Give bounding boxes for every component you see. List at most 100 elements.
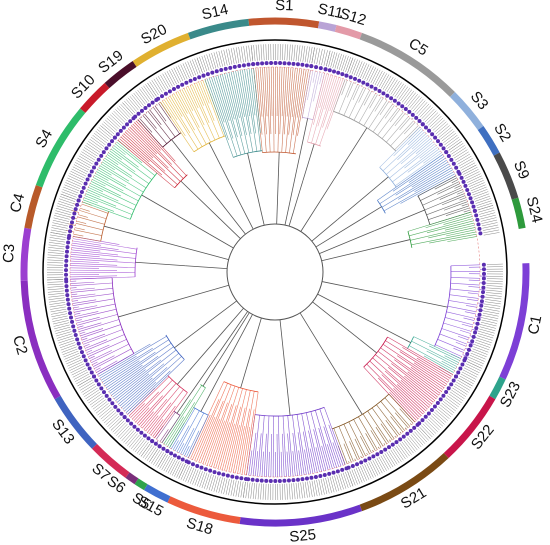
segment-label: S24 [523, 195, 546, 225]
leaf-dot [313, 474, 318, 479]
leaf-branch [217, 75, 242, 155]
leaf-branch [276, 433, 278, 477]
leaf-branch [211, 77, 238, 157]
leaf-branch [392, 146, 438, 183]
leaf-label-tick [167, 459, 176, 474]
leaf-dot [135, 427, 140, 432]
leaf-branch [444, 317, 474, 326]
leaf-branch [389, 141, 434, 179]
leaf-branch [82, 333, 106, 343]
leaf-label-tick [376, 457, 385, 473]
leaf-branch [319, 72, 323, 85]
leaf-dot [225, 473, 230, 478]
leaf-label-tick [388, 79, 398, 94]
leaf-label-tick [125, 99, 137, 112]
leaf-branch [126, 130, 181, 182]
leaf-label-tick [78, 379, 93, 389]
leaf-dot [412, 425, 417, 430]
leaf-branch [87, 344, 110, 355]
ring-segment [132, 32, 191, 67]
leaf-label-tick [238, 46, 242, 63]
leaf-dot [66, 302, 71, 307]
leaf-branch [370, 430, 382, 448]
leaf-label-tick [458, 377, 473, 387]
leaf-dot [454, 165, 459, 170]
leaf-branch [296, 69, 305, 118]
leaf-label-tick [47, 286, 64, 288]
leaf-label-tick [129, 96, 141, 109]
leaf-label-tick [481, 317, 498, 322]
leaf-label-tick [194, 58, 201, 74]
leaf-label-tick [411, 97, 422, 110]
leaf-branch [443, 201, 468, 211]
leaf-dot [201, 73, 206, 78]
leaf-branch [361, 84, 363, 87]
leaf-dot [478, 308, 483, 313]
leaf-branch [202, 418, 221, 465]
leaf-branch [338, 81, 352, 114]
leaf-label-tick [286, 44, 289, 61]
leaf-label-tick [410, 434, 422, 448]
leaf-branch [219, 74, 238, 138]
leaf-branch [149, 109, 162, 126]
leaf-dot [433, 135, 438, 140]
leaf-label-tick [48, 295, 65, 298]
leaf-label-tick [378, 73, 388, 88]
ring-segment [449, 92, 484, 131]
leaf-label-tick [459, 160, 475, 169]
leaf-label-tick [199, 471, 206, 488]
leaf-branch [165, 98, 199, 150]
leaf-branch [169, 95, 183, 117]
leaf-dot [340, 72, 345, 77]
leaf-label-tick [50, 308, 67, 313]
leaf-branch [270, 67, 273, 117]
leaf-branch [196, 416, 216, 462]
leaf-label-tick [95, 403, 109, 414]
leaf-dot [121, 125, 126, 130]
leaf-branch [171, 94, 203, 147]
leaf-label-tick [149, 81, 159, 96]
leaf-branch [112, 359, 162, 398]
leaf-label-tick [304, 46, 308, 63]
leaf-branch [371, 407, 395, 439]
leaf-label-tick [477, 333, 494, 339]
leaf-branch [129, 127, 157, 155]
leaf-dot [481, 276, 486, 281]
leaf-branch [353, 419, 372, 454]
leaf-label-tick [481, 219, 498, 224]
leaf-dot [417, 119, 422, 124]
leaf-label-tick [257, 483, 260, 500]
leaf-dot [481, 285, 486, 290]
leaf-branch [71, 293, 114, 300]
leaf-dot [430, 132, 435, 137]
leaf-branch [292, 451, 296, 477]
leaf-branch [198, 400, 224, 463]
leaf-branch [273, 67, 275, 153]
leaf-dot [119, 411, 124, 416]
leaf-branch [104, 157, 133, 177]
leaf-label-tick [105, 413, 118, 426]
leaf-label-tick [437, 408, 450, 419]
leaf-label-tick [407, 94, 418, 107]
leaf-branch [358, 88, 366, 103]
leaf-dot [67, 306, 72, 311]
leaf-branch [377, 107, 399, 136]
leaf-branch [307, 73, 325, 143]
leaf-label-tick [441, 402, 455, 414]
leaf-label-tick [74, 162, 90, 171]
leaf-label-tick [48, 292, 65, 296]
leaf-label-tick [304, 481, 308, 498]
leaf-label-tick [47, 290, 64, 293]
leaf-label-tick [192, 59, 199, 75]
leaf-branch [450, 264, 480, 267]
leaf-label-tick [360, 465, 367, 481]
leaf-label-tick [460, 373, 476, 382]
leaf-dot [386, 445, 391, 450]
leaf-branch [113, 145, 126, 155]
leaf-label-tick [86, 143, 101, 153]
leaf-branch [76, 220, 87, 224]
leaf-label-tick [141, 87, 152, 101]
leaf-dot [423, 414, 428, 419]
leaf-dot [171, 87, 176, 92]
leaf-label-tick [419, 105, 432, 118]
